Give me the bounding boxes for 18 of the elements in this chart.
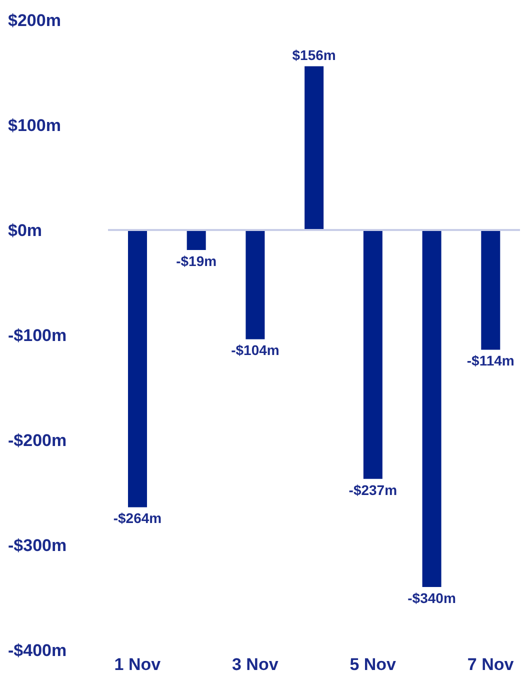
x-tick-label: 5 Nov (350, 655, 397, 674)
x-tick-label: 1 Nov (114, 655, 162, 674)
y-tick-label: -$300m (8, 536, 67, 556)
data-label: -$340m (408, 590, 456, 606)
y-tick-label: $100m (8, 116, 61, 136)
data-label: -$114m (466, 352, 514, 369)
x-tick-label: 3 Nov (232, 655, 279, 674)
data-label: -$237m (348, 482, 398, 498)
data-label: -$264m (113, 510, 162, 526)
y-tick-label: -$200m (8, 431, 67, 450)
y-tick-label: -$100m (8, 326, 67, 346)
y-tick-label: $200m (8, 11, 61, 30)
x-tick-label: 7 Nov (467, 655, 514, 674)
data-label: -$19m (176, 252, 217, 269)
data-label: $156m (292, 47, 336, 64)
data-label: -$104m (231, 342, 280, 358)
y-tick-label: $0m (8, 221, 42, 240)
y-tick-label: -$400m (8, 641, 67, 660)
